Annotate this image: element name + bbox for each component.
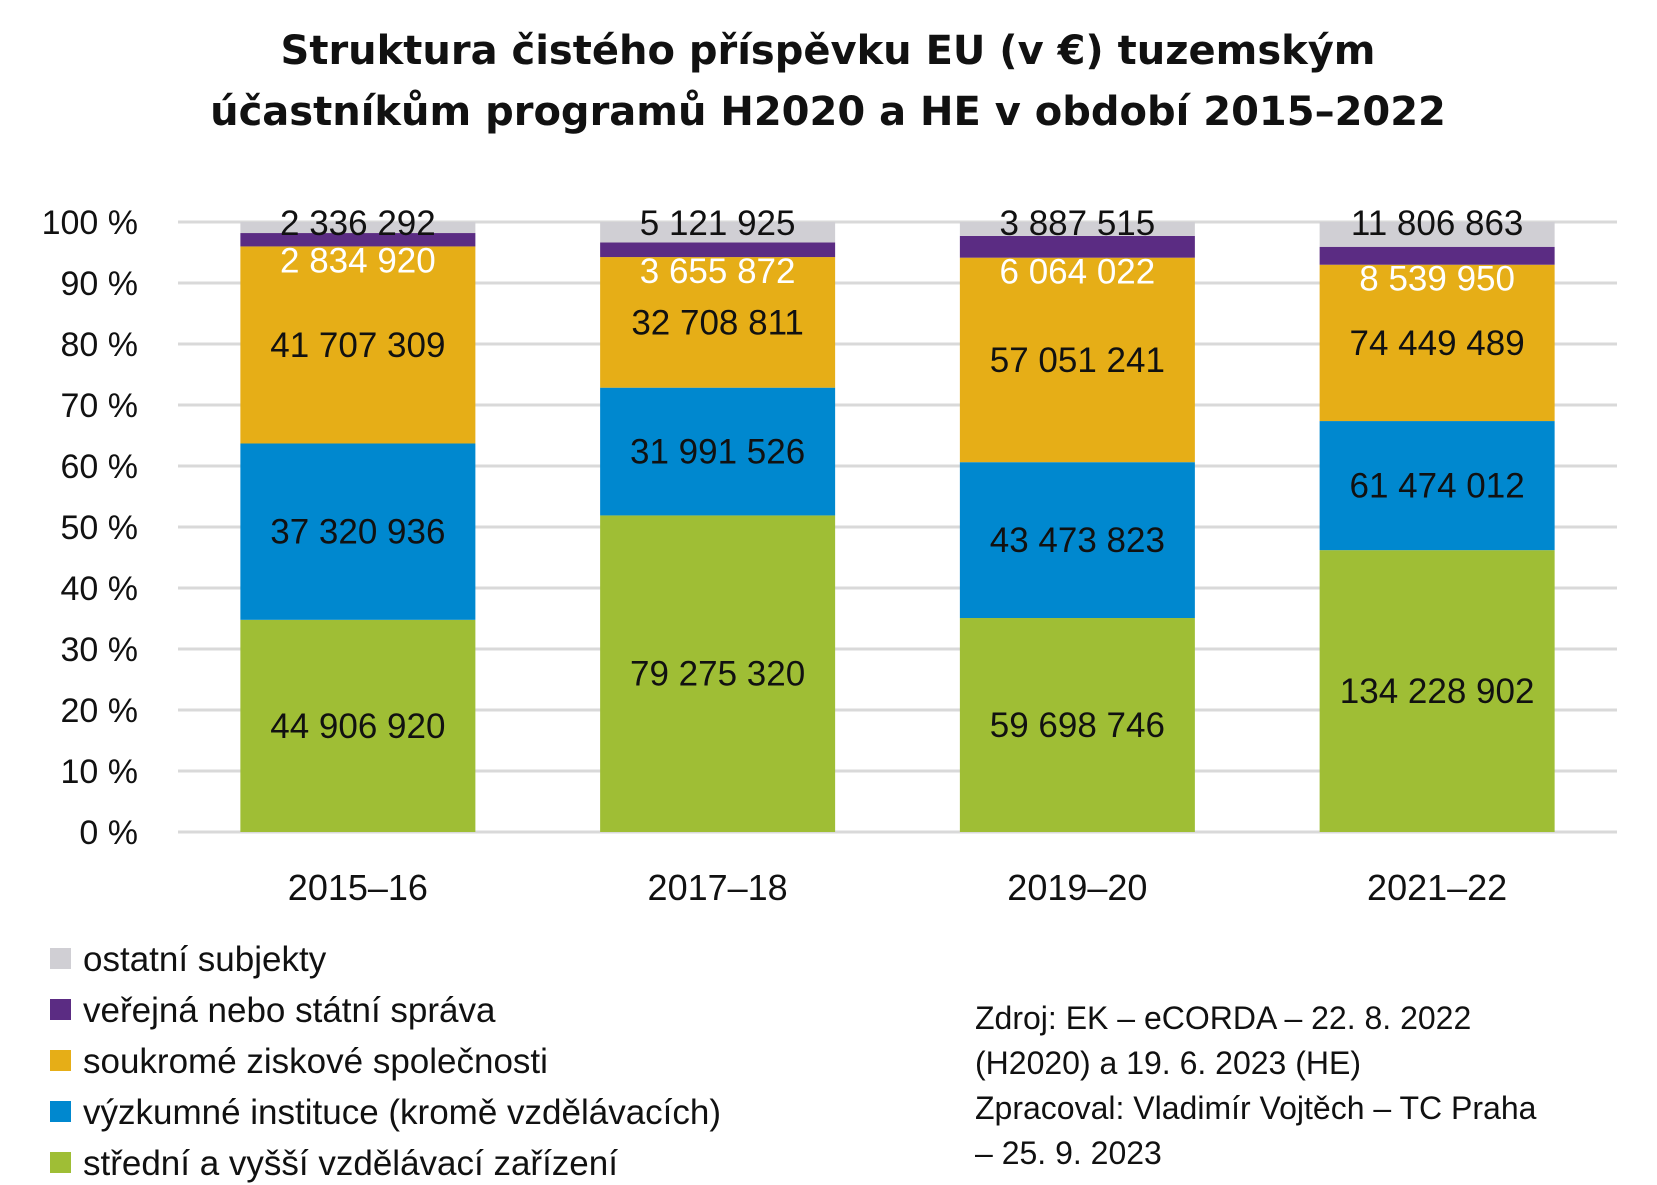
y-tick-label: 80 % <box>61 326 139 364</box>
bar-segment <box>959 462 1195 619</box>
legend-swatch <box>50 1152 71 1173</box>
bar-segment <box>240 619 476 832</box>
legend-label: ostatní subjekty <box>83 940 327 979</box>
data-label: 74 449 489 <box>1350 324 1525 363</box>
bar-segment <box>600 515 836 832</box>
source-note: Zdroj: EK – eCORDA – 22. 8. 2022 <box>975 1000 1471 1036</box>
data-label: 31 991 526 <box>630 433 805 472</box>
y-tick-label: 40 % <box>61 570 139 608</box>
source-note: (H2020) a 19. 6. 2023 (HE) <box>975 1045 1361 1081</box>
data-label: 43 473 823 <box>990 521 1165 560</box>
y-tick-label: 30 % <box>61 631 139 669</box>
data-label: 6 064 022 <box>1000 253 1156 292</box>
x-category-label: 2015–16 <box>288 867 428 908</box>
legend-swatch <box>50 948 71 969</box>
bar-segment <box>240 222 476 234</box>
bar-segment <box>240 443 476 620</box>
y-tick-label: 0 % <box>79 814 138 852</box>
y-tick-label: 100 % <box>42 204 138 242</box>
data-label: 11 806 863 <box>1351 204 1524 243</box>
data-label: 2 834 920 <box>280 241 436 280</box>
bar-segment <box>600 257 836 388</box>
bar-segment <box>959 222 1195 236</box>
legend-label: soukromé ziskové společnosti <box>83 1042 548 1081</box>
data-label: 57 051 241 <box>990 341 1165 380</box>
data-label: 32 708 811 <box>631 303 804 342</box>
bar-segment <box>600 387 836 516</box>
legend-label: veřejná nebo státní správa <box>83 991 496 1030</box>
bar-segment <box>600 242 836 258</box>
legend-swatch <box>50 999 71 1020</box>
y-tick-label: 90 % <box>61 265 139 303</box>
bar-segment <box>1319 264 1555 422</box>
data-label: 37 320 936 <box>270 513 445 552</box>
chart-title-line-2: účastníkům programů H2020 a HE v období … <box>210 88 1446 135</box>
data-label: 8 539 950 <box>1359 260 1515 299</box>
data-label: 5 121 925 <box>640 204 796 243</box>
bar-segment <box>1319 421 1555 551</box>
bar-segment <box>959 618 1195 832</box>
data-label: 3 887 515 <box>1000 204 1156 243</box>
data-label: 44 906 920 <box>270 707 445 746</box>
data-label: 41 707 309 <box>270 326 445 365</box>
data-label: 79 275 320 <box>630 655 805 694</box>
chart-title-line-1: Struktura čistého příspěvku EU (v €) tuz… <box>281 28 1376 74</box>
y-tick-label: 50 % <box>61 509 139 547</box>
legend-label: střední a vyšší vzdělávací zařízení <box>83 1144 618 1183</box>
legend-swatch <box>50 1050 71 1071</box>
legend-label: výzkumné instituce (kromě vzdělávacích) <box>83 1093 721 1132</box>
x-category-label: 2017–18 <box>648 867 788 908</box>
y-tick-label: 70 % <box>61 387 139 425</box>
data-label: 134 228 902 <box>1340 672 1535 711</box>
x-category-label: 2021–22 <box>1367 867 1507 908</box>
source-note: – 25. 9. 2023 <box>975 1135 1162 1171</box>
legend-item: střední a vyšší vzdělávací zařízení <box>50 1144 618 1183</box>
y-tick-label: 60 % <box>61 448 139 486</box>
legend-item: výzkumné instituce (kromě vzdělávacích) <box>50 1093 721 1132</box>
bar-segment <box>1319 550 1555 832</box>
bar-segment <box>600 222 836 243</box>
bar-segment <box>240 246 476 444</box>
legend-item: soukromé ziskové společnosti <box>50 1042 548 1081</box>
bar-segment <box>1319 222 1555 247</box>
bar-segment <box>240 233 476 247</box>
data-label: 2 336 292 <box>280 204 436 243</box>
data-label: 61 474 012 <box>1350 467 1525 506</box>
bar-segment <box>959 257 1195 463</box>
bar-segment <box>1319 246 1555 265</box>
x-category-label: 2019–20 <box>1007 867 1147 908</box>
legend-swatch <box>50 1101 71 1122</box>
data-label: 3 655 872 <box>640 252 796 291</box>
y-tick-label: 20 % <box>61 692 139 730</box>
legend-item: ostatní subjekty <box>50 940 327 979</box>
bar-segment <box>959 235 1195 258</box>
source-note: Zpracoval: Vladimír Vojtěch – TC Praha <box>975 1090 1537 1126</box>
data-label: 59 698 746 <box>990 706 1165 745</box>
y-tick-label: 10 % <box>61 753 139 791</box>
legend-item: veřejná nebo státní správa <box>50 991 496 1030</box>
